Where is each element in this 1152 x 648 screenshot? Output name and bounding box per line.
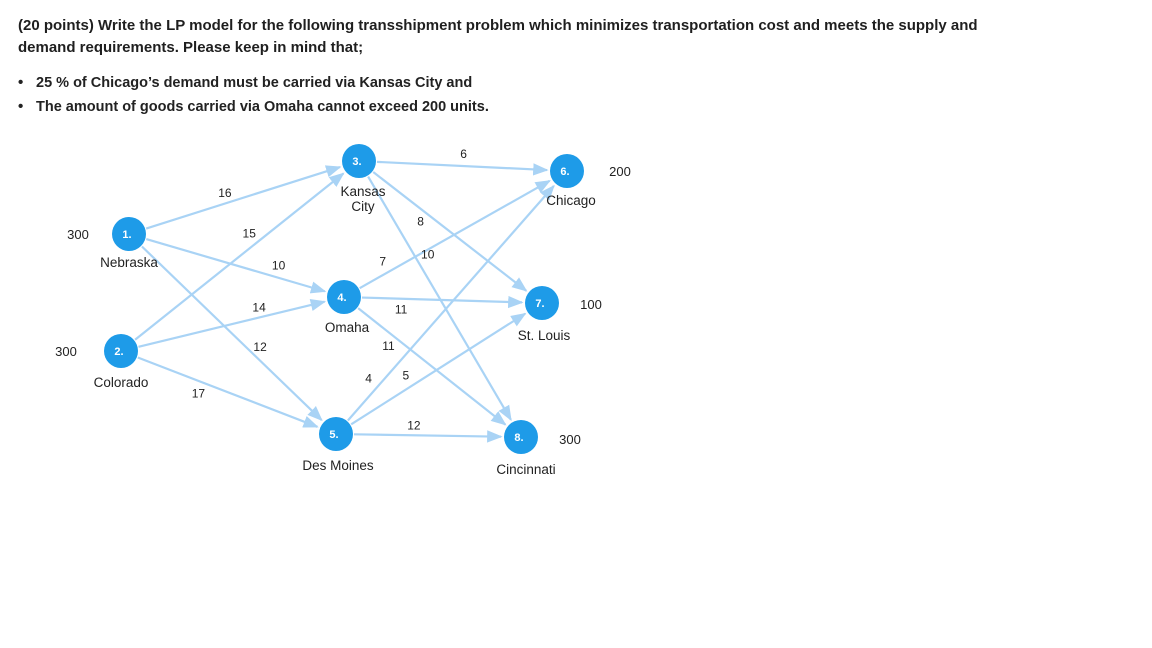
arc-cost-1-4: 10 bbox=[272, 258, 286, 272]
arc-2-3 bbox=[134, 172, 345, 341]
arc-5-6 bbox=[347, 184, 555, 422]
node-7-label: 7. bbox=[535, 298, 544, 310]
node-2-circle bbox=[104, 334, 138, 368]
node-8-name: Cincinnati bbox=[496, 462, 555, 477]
node-5-name: Des Moines bbox=[302, 458, 374, 473]
arc-5-7 bbox=[350, 312, 527, 426]
node-8-amount: 300 bbox=[559, 432, 581, 447]
arc-2-5 bbox=[137, 356, 319, 428]
node-4-circle bbox=[327, 280, 361, 314]
arc-cost-2-5: 17 bbox=[192, 387, 206, 401]
node-6-name: Chicago bbox=[546, 193, 596, 208]
node-7-name: St. Louis bbox=[518, 328, 571, 343]
arc-cost-1-5: 12 bbox=[253, 340, 267, 354]
arc-3-7 bbox=[372, 171, 528, 292]
arc-cost-2-4: 14 bbox=[252, 300, 266, 314]
constraint-kansas-city: 25 % of Chicago’s demand must be carried… bbox=[18, 71, 998, 95]
node-5-label: 5. bbox=[329, 429, 338, 441]
arc-4-7 bbox=[361, 295, 524, 309]
node-3-label: 3. bbox=[352, 156, 361, 168]
arc-5-8 bbox=[353, 430, 503, 443]
arc-cost-4-7: 11 bbox=[395, 303, 408, 317]
node-6-circle bbox=[550, 154, 584, 188]
arc-cost-3-6: 6 bbox=[460, 147, 467, 161]
node-1-label: 1. bbox=[122, 229, 131, 241]
constraint-list: 25 % of Chicago’s demand must be carried… bbox=[18, 71, 998, 119]
node-2-label: 2. bbox=[114, 346, 123, 358]
arc-cost-1-3: 16 bbox=[218, 186, 232, 200]
node-3-name-line-2: City bbox=[351, 199, 374, 214]
constraint-omaha: The amount of goods carried via Omaha ca… bbox=[18, 95, 998, 119]
node-8-circle bbox=[504, 420, 538, 454]
arc-4-8 bbox=[357, 307, 507, 426]
node-7-amount: 100 bbox=[580, 297, 602, 312]
node-3-circle bbox=[342, 144, 376, 178]
question-intro: (20 points) Write the LP model for the f… bbox=[18, 17, 978, 56]
arc-cost-5-8: 12 bbox=[407, 418, 421, 432]
arc-cost-3-8: 10 bbox=[421, 247, 435, 261]
node-1-name: Nebraska bbox=[100, 255, 158, 270]
arc-cost-5-7: 5 bbox=[402, 368, 409, 382]
node-5-circle bbox=[319, 417, 353, 451]
arc-3-6 bbox=[376, 160, 549, 176]
node-2-name: Colorado bbox=[94, 375, 149, 390]
arc-1-3 bbox=[145, 165, 342, 230]
node-1-amount: 300 bbox=[67, 227, 89, 242]
arc-1-5 bbox=[141, 245, 323, 422]
node-3-name-line-1: Kansas bbox=[340, 184, 385, 199]
node-4-name: Omaha bbox=[325, 320, 370, 335]
arc-cost-3-7: 8 bbox=[417, 214, 424, 228]
node-2-amount: 300 bbox=[55, 344, 77, 359]
arc-cost-5-6: 4 bbox=[365, 372, 372, 386]
arc-cost-4-8: 11 bbox=[382, 339, 395, 353]
question-text: (20 points) Write the LP model for the f… bbox=[18, 15, 998, 119]
node-1-circle bbox=[112, 217, 146, 251]
arc-4-6 bbox=[359, 179, 551, 290]
arc-1-4 bbox=[145, 238, 327, 294]
node-8-label: 8. bbox=[514, 432, 523, 444]
arc-2-4 bbox=[138, 298, 327, 348]
arc-cost-4-6: 7 bbox=[379, 254, 386, 268]
arc-cost-2-3: 15 bbox=[243, 226, 257, 240]
node-6-label: 6. bbox=[560, 166, 569, 178]
node-4-label: 4. bbox=[337, 292, 346, 304]
node-6-amount: 200 bbox=[609, 164, 631, 179]
arc-3-8 bbox=[367, 175, 512, 422]
node-7-circle bbox=[525, 286, 559, 320]
